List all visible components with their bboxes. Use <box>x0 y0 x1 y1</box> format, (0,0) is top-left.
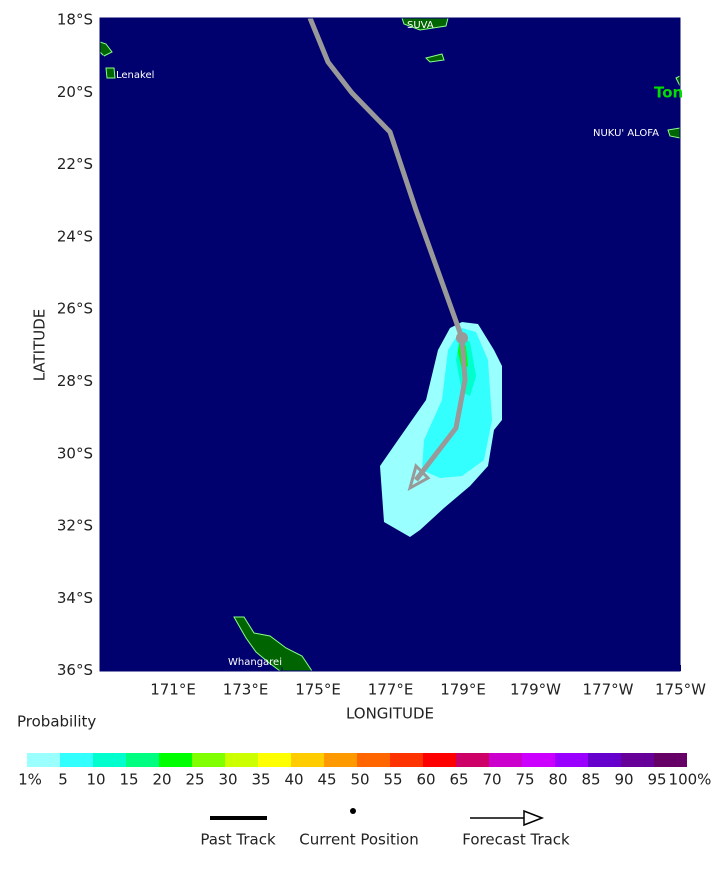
colorbar-swatch <box>324 753 357 767</box>
lon-label: 175°E <box>295 681 341 699</box>
map-layer <box>100 18 680 671</box>
colorbar-swatch <box>192 753 225 767</box>
legend-item: Current Position <box>299 831 419 849</box>
colorbar-label: 65 <box>449 771 468 789</box>
place-label: SUVA <box>407 20 434 31</box>
lat-label: 34°S <box>57 589 93 607</box>
colorbar-swatch <box>588 753 621 767</box>
lat-label: 30°S <box>57 444 93 462</box>
lat-label: 20°S <box>57 83 93 101</box>
y-axis-label: LATITUDE <box>31 309 49 382</box>
colorbar-label: 100% <box>669 771 712 789</box>
colorbar-label: 20 <box>152 771 171 789</box>
colorbar-label: 95 <box>647 771 666 789</box>
colorbar-swatch <box>27 753 60 767</box>
lat-label: 32°S <box>57 517 93 535</box>
lat-label: 18°S <box>57 11 93 29</box>
colorbar-swatch <box>93 753 126 767</box>
colorbar-label: 10 <box>86 771 105 789</box>
place-label: Whangarei <box>228 657 282 668</box>
past-track <box>307 18 465 339</box>
colorbar-swatch <box>258 753 291 767</box>
lat-label: 28°S <box>57 372 93 390</box>
colorbar-label: 15 <box>119 771 138 789</box>
lon-label: 173°E <box>223 681 269 699</box>
colorbar-label: 90 <box>614 771 633 789</box>
colorbar-swatch <box>654 753 687 767</box>
lon-label: 175°W <box>655 681 706 699</box>
colorbar-swatch <box>357 753 390 767</box>
forecast-track <box>414 337 468 482</box>
lon-label: 179°E <box>440 681 486 699</box>
lon-label: 177°E <box>368 681 414 699</box>
colorbar-swatch <box>456 753 489 767</box>
legend-title: Probability <box>17 713 96 731</box>
lat-label: 36°S <box>57 661 93 679</box>
colorbar-swatch <box>489 753 522 767</box>
colorbar-label: 55 <box>383 771 402 789</box>
map-background <box>100 18 680 671</box>
colorbar-label: 45 <box>317 771 336 789</box>
land <box>667 75 680 139</box>
colorbar-swatch <box>555 753 588 767</box>
lon-label: 177°W <box>583 681 634 699</box>
colorbar-label: 30 <box>218 771 237 789</box>
colorbar-label: 25 <box>185 771 204 789</box>
place-label: Lenakel <box>116 70 154 81</box>
colorbar-swatch <box>60 753 93 767</box>
colorbar-label: 35 <box>251 771 270 789</box>
land <box>105 67 116 79</box>
lon-label: 171°E <box>150 681 196 699</box>
colorbar-swatch <box>291 753 324 767</box>
colorbar-label: 80 <box>548 771 567 789</box>
lat-label: 24°S <box>57 227 93 245</box>
colorbar-swatch <box>423 753 456 767</box>
forecast-arrow-symbol <box>523 809 545 827</box>
swath-5pct <box>422 328 492 478</box>
colorbar-swatch <box>390 753 423 767</box>
land <box>233 616 313 671</box>
lat-label: 22°S <box>57 155 93 173</box>
colorbar-swatch <box>126 753 159 767</box>
colorbar-label: 75 <box>515 771 534 789</box>
colorbar-label: 5 <box>58 771 68 789</box>
colorbar-swatch <box>522 753 555 767</box>
place-label: Ton <box>654 84 683 102</box>
land <box>425 53 445 63</box>
colorbar-swatch <box>621 753 654 767</box>
colorbar-label: 1% <box>18 771 42 789</box>
colorbar-label: 40 <box>284 771 303 789</box>
colorbar-swatch <box>225 753 258 767</box>
colorbar-label: 70 <box>482 771 501 789</box>
land <box>100 41 113 57</box>
colorbar-label: 85 <box>581 771 600 789</box>
current-position <box>456 332 468 344</box>
land <box>401 18 449 31</box>
x-axis-label: LONGITUDE <box>346 705 434 723</box>
colorbar-label: 60 <box>416 771 435 789</box>
lat-label: 26°S <box>57 300 93 318</box>
colorbar-label: 50 <box>350 771 369 789</box>
colorbar-swatch <box>159 753 192 767</box>
current-position-symbol <box>350 808 356 814</box>
legend-item: Forecast Track <box>462 831 570 849</box>
forecast-arrowhead <box>407 463 431 492</box>
lon-label: 179°W <box>510 681 561 699</box>
legend-item: Past Track <box>200 831 276 849</box>
place-label: NUKU' ALOFA <box>593 128 659 139</box>
